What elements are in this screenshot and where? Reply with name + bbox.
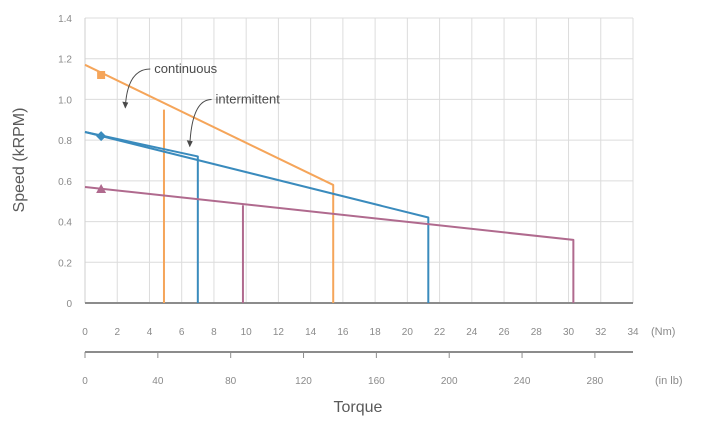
series-intermittent-line (84, 131, 430, 303)
x-unit-nm: (Nm) (651, 326, 675, 338)
x2-tick-label: 240 (514, 376, 531, 387)
series-continuous-line (84, 131, 199, 303)
series-marker-square (97, 71, 106, 79)
series-intermittent-line (84, 63, 335, 303)
x-tick-label: 18 (370, 327, 382, 338)
x2-tick-label: 0 (82, 376, 88, 387)
annotation-arrow (124, 68, 151, 108)
x-tick-label: 6 (179, 327, 185, 338)
x-unit-inlb: (in lb) (655, 375, 683, 387)
x-tick-label: 8 (211, 327, 217, 338)
y-tick-label: 1.4 (58, 14, 72, 25)
y-tick-label: 0.2 (58, 258, 72, 269)
x-tick-label: 14 (305, 327, 317, 338)
x-tick-label: 2 (114, 327, 120, 338)
series-marker-diamond (96, 131, 107, 142)
series-markers (96, 71, 107, 193)
x-tick-label: 30 (563, 327, 575, 338)
annotation-arrow (189, 99, 212, 147)
y-tick-label: 1.2 (58, 55, 72, 66)
annotation-label: continuous (154, 61, 217, 76)
x-tick-label: 10 (241, 327, 253, 338)
x2-tick-label: 40 (152, 376, 164, 387)
x2-tick-label: 120 (295, 376, 312, 387)
y-tick-label: 0.6 (58, 177, 72, 188)
x-axis-title: Torque (334, 399, 383, 416)
series-lines (84, 63, 575, 303)
y-tick-labels: 0 0.2 0.4 0.6 0.8 1.0 1.2 1.4 (58, 14, 72, 310)
x-tick-labels-inlb: 0 40 80 120 160 200 240 280 (82, 352, 604, 387)
x2-tick-label: 160 (368, 376, 385, 387)
y-tick-label: 0 (66, 299, 72, 310)
x2-tick-label: 80 (225, 376, 237, 387)
series-intermittent-line (84, 185, 575, 303)
x-tick-label: 32 (595, 327, 607, 338)
annotation-arrowhead (186, 140, 193, 148)
y-tick-label: 1.0 (58, 95, 72, 106)
annotation-arrowhead (122, 101, 129, 109)
y-tick-label: 0.4 (58, 218, 72, 229)
x-tick-label: 28 (531, 327, 543, 338)
x-tick-labels-nm: 0 2 4 6 8 10 12 14 16 18 20 22 24 26 28 30 32 34 (82, 327, 639, 338)
x-tick-label: 0 (82, 327, 88, 338)
x-tick-label: 26 (498, 327, 510, 338)
y-axis-title: Speed (kRPM) (11, 108, 28, 213)
x-tick-label: 24 (466, 327, 478, 338)
x-tick-label: 12 (273, 327, 285, 338)
x-tick-label: 16 (337, 327, 349, 338)
x-tick-label: 20 (402, 327, 414, 338)
y-tick-label: 0.8 (58, 136, 72, 147)
x2-tick-label: 280 (587, 376, 604, 387)
x-tick-label: 34 (627, 327, 639, 338)
x2-tick-label: 200 (441, 376, 458, 387)
x-tick-label: 4 (147, 327, 153, 338)
series-marker-triangle (96, 184, 107, 193)
x-tick-label: 22 (434, 327, 446, 338)
annotations: continuous intermittent (122, 61, 281, 148)
annotation-label: intermittent (216, 92, 281, 107)
